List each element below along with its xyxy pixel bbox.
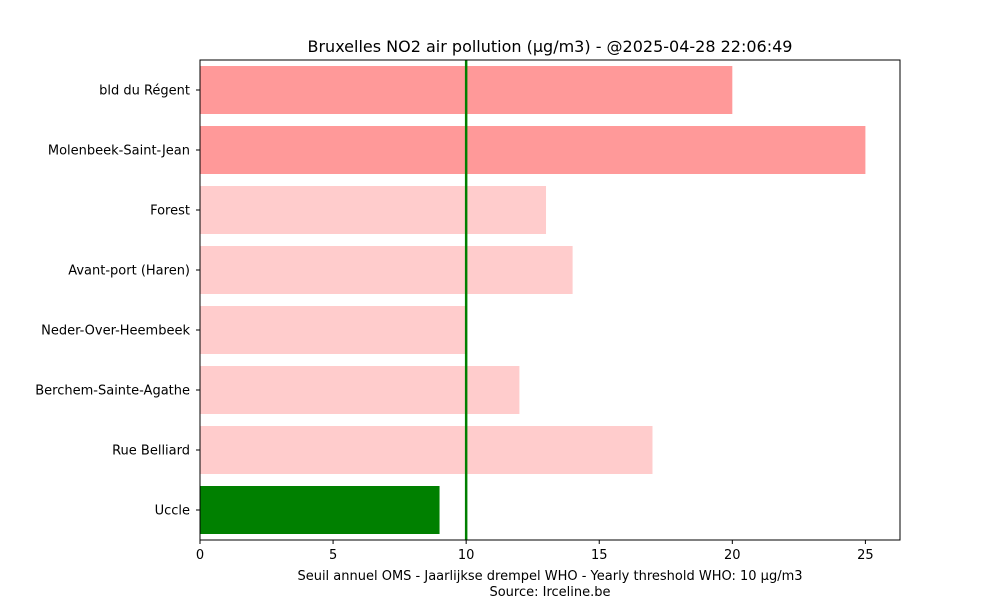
bar-5 [200, 366, 520, 414]
bar-7 [200, 486, 440, 534]
chart-title: Bruxelles NO2 air pollution (µg/m3) - @2… [308, 37, 793, 56]
bar-6 [200, 426, 653, 474]
x-axis-label: Seuil annuel OMS - Jaarlijkse drempel WH… [297, 569, 802, 584]
x-tick-label-0: 0 [196, 548, 204, 563]
y-tick-label-0: bld du Régent [99, 84, 190, 99]
x-tick-label-1: 5 [329, 548, 337, 563]
y-tick-label-6: Rue Belliard [112, 444, 190, 459]
plot-frame [199, 59, 901, 541]
y-axis-ticks: bld du Régent Molenbeek-Saint-Jean Forest A… [35, 84, 200, 519]
bar-4 [200, 306, 467, 354]
bars-group [200, 66, 866, 534]
x-axis-ticks: 0 5 10 15 20 25 [196, 540, 874, 563]
y-tick-label-7: Uccle [155, 504, 190, 519]
y-tick-label-5: Berchem-Sainte-Agathe [35, 384, 190, 399]
x-tick-label-5: 25 [857, 548, 874, 563]
source-label: Source: Irceline.be [489, 585, 610, 600]
bar-3 [200, 246, 573, 294]
bar-1 [200, 126, 866, 174]
y-tick-label-3: Avant-port (Haren) [68, 264, 190, 279]
y-tick-label-1: Molenbeek-Saint-Jean [48, 144, 190, 159]
y-tick-label-2: Forest [150, 204, 190, 219]
x-tick-label-3: 15 [591, 548, 608, 563]
bar-2 [200, 186, 547, 234]
x-tick-label-4: 20 [724, 548, 741, 563]
y-tick-label-4: Neder-Over-Heembeek [41, 324, 190, 339]
x-tick-label-2: 10 [458, 548, 475, 563]
